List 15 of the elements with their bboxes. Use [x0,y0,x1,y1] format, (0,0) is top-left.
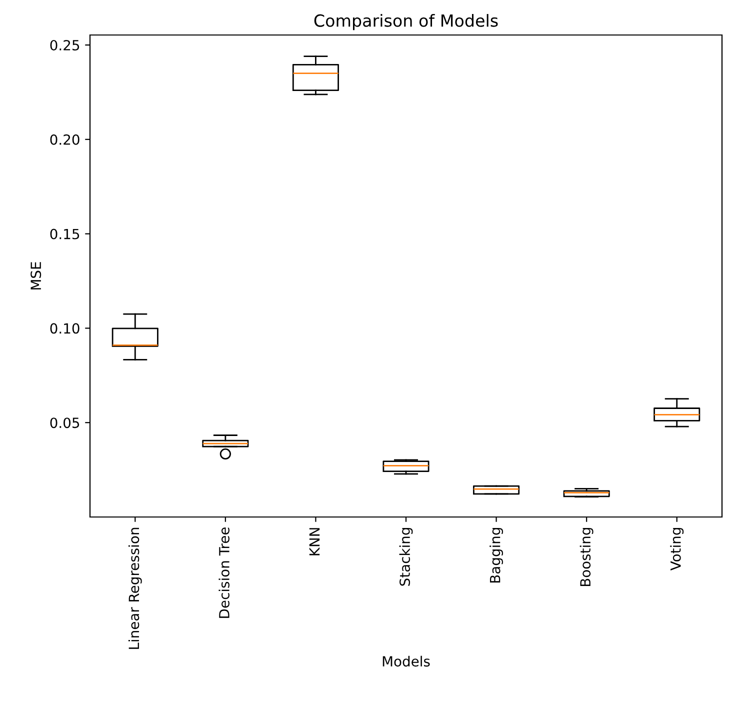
y-tick-label: 0.05 [50,418,80,428]
x-tick-label: Linear Regression [128,528,142,649]
y-tick-label: 0.20 [50,134,80,145]
x-axis-title: Models [382,656,430,667]
x-tick-label: KNN [309,528,320,556]
chart-title: Comparison of Models [314,14,498,30]
x-tick-label: Voting [670,528,684,570]
x-tick-label: Boosting [580,528,594,586]
y-tick-label: 0.15 [50,228,80,240]
y-tick-label: 0.10 [50,323,80,334]
x-tick-label: Decision Tree [218,527,230,618]
y-tick-label: 0.25 [50,40,80,50]
x-tick-label: Stacking [399,528,413,586]
y-axis-title: MSE [30,262,42,290]
x-tick-label: Bagging [490,528,504,583]
